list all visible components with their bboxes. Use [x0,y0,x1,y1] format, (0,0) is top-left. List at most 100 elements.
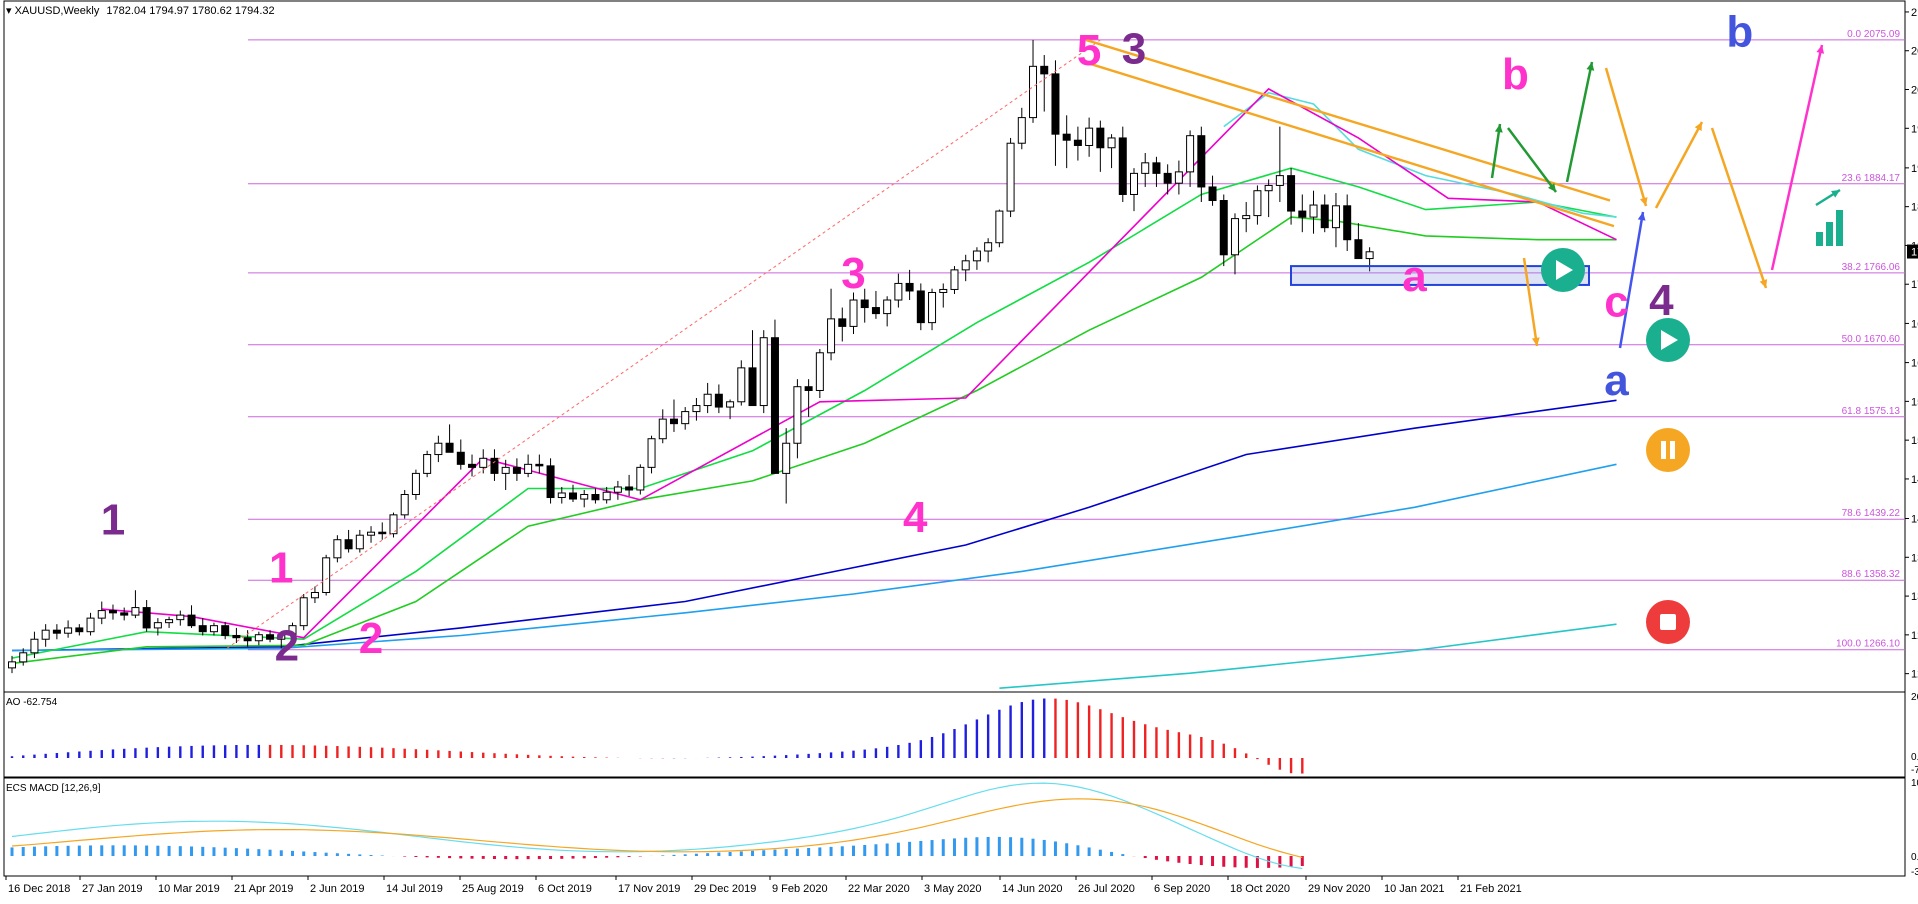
candle-body [75,627,84,633]
candle-body [883,299,892,315]
candle-body [849,299,858,327]
price-tick-label: 1750.95 [1911,279,1918,291]
macd-title: ECS MACD [12,26,9] [6,783,101,794]
ao-tick-label: 269.284 [1911,692,1918,703]
candle-body [333,539,342,559]
candle-body [928,291,937,324]
candle-body [557,492,566,499]
dotted-trend-line [226,39,1101,649]
menu-triangle-icon[interactable]: ▾ [6,5,12,17]
candle-body [894,282,903,301]
candle-body [445,442,454,453]
green-arrow-up-1 [1490,123,1502,179]
candle-body [827,318,836,354]
time-tick-label: 21 Apr 2019 [234,883,293,895]
candle-body [1253,190,1262,217]
candle-body [30,638,39,654]
candle-body [310,591,319,599]
support-zone-box [1290,265,1590,286]
fib-level-label: 23.6 1884.17 [1842,173,1901,184]
candle-body [142,607,151,629]
candle-body [613,486,622,493]
orange-arrow-up-head [1694,122,1702,131]
candle-body [1051,73,1060,135]
ma-magenta-line [101,87,1617,639]
time-tick-label: 18 Oct 2020 [1230,883,1290,895]
candle-body [468,463,477,468]
candle-body [198,625,207,633]
orange-arrow-up [1654,121,1704,209]
price-tick-label: 1698.95 [1911,318,1918,330]
candle-body [658,418,667,440]
wave-label: 5 [1077,26,1101,75]
time-tick-label: 6 Sep 2020 [1154,883,1210,895]
trend-bar-icon [1826,222,1833,246]
candle-body [1174,171,1183,184]
pause-icon-glyph [1661,441,1666,459]
symbol-header: ▾ XAUUSD,Weekly 1782.04 1794.97 1780.62 … [6,4,275,17]
macd-tick-label: -31.3181 [1911,867,1918,878]
candle-body [411,472,420,496]
candle-body [1163,172,1172,184]
time-tick-label: 16 Dec 2018 [8,883,70,895]
price-tick-label: 1853.85 [1911,202,1918,214]
candle-body [1264,184,1273,192]
candle-body [1152,162,1161,174]
price-axis-layer: 2112.15 2060.70 2009.25 1957.80 1905.30 1853.… [1905,7,1918,681]
candle-body [871,307,880,315]
green-arrow-down [1507,127,1557,193]
wave-label-layer: 12123453bac4abc4'53 [101,8,1754,671]
candle-body [1096,127,1105,149]
candle-body [984,242,993,252]
candle-body [1208,186,1217,202]
annotation-layer [226,38,1843,649]
price-tick-label: 2009.25 [1911,85,1918,97]
candle-body [1331,205,1340,229]
price-tick-label: 1285.80 [1911,630,1918,642]
wave-label: b [1502,50,1529,99]
candle-body [748,367,757,407]
play-icon-glyph [1661,330,1678,350]
candle-body [456,451,465,465]
candle-body [41,629,50,640]
candle-body [165,619,174,624]
blue-arrow-up [1618,211,1645,349]
candle-body [916,290,925,324]
wave-label: 1 [101,495,125,544]
pink-arrow-up-head [1816,45,1825,54]
play-icon-glyph [1556,260,1573,280]
candle-body [176,614,185,621]
price-tick-label: 1544.10 [1911,435,1918,447]
candle-body [64,627,73,634]
wave-label: 4 [903,493,928,542]
time-tick-label: 14 Jun 2020 [1002,883,1063,895]
candle-body [535,463,544,467]
candle-body [1230,218,1239,256]
fib-level-label: 38.2 1766.06 [1842,262,1901,273]
candle-body [131,607,140,616]
candle-body [243,637,252,642]
candle-body [860,299,869,309]
candle-body [905,282,914,292]
fib-level-label: 61.8 1575.13 [1842,406,1901,417]
macd-panel-frame [3,777,1906,877]
candle-body [1085,127,1094,146]
candle-body [120,612,129,616]
price-tick-label: 1492.65 [1911,474,1918,486]
ma-green-fast-line [11,167,1617,659]
candle-body [1141,162,1150,174]
candle-body [1107,137,1116,149]
ma-cyan-long-line [999,623,1617,689]
wave-label: 1 [269,544,293,593]
candle-body [759,337,768,407]
price-tick-label: 1905.30 [1911,163,1918,175]
candle-body [400,494,409,516]
candle-body [1017,117,1026,144]
candle-body [1186,135,1195,173]
candle-body [153,622,162,629]
price-tick-label: 2060.70 [1911,46,1918,58]
candle-body [1219,200,1228,256]
time-tick-label: 22 Mar 2020 [848,883,910,895]
